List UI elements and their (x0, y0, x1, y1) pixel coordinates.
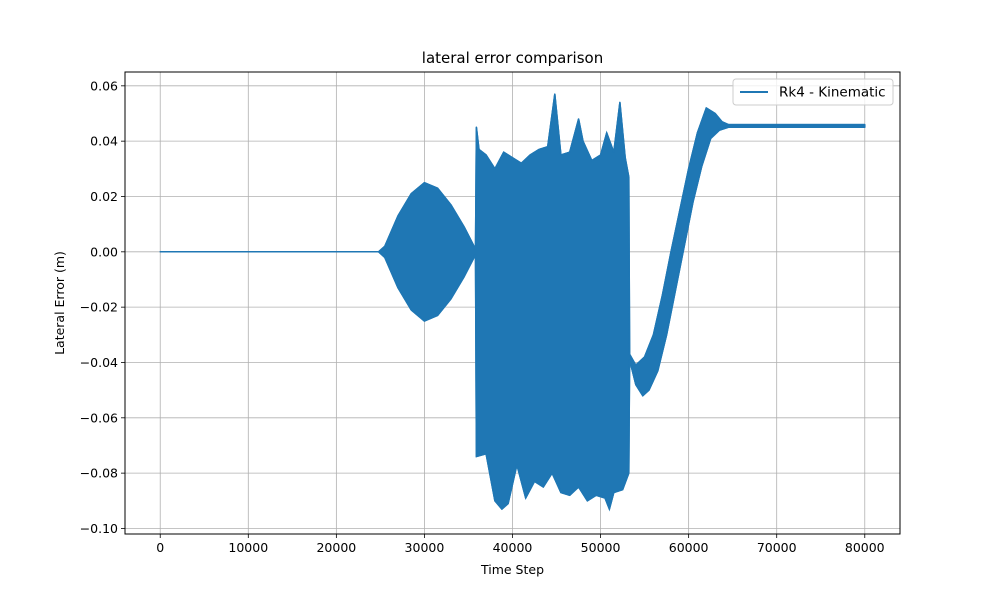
y-tick-label: −0.04 (80, 355, 118, 370)
axis-ticks: 0 10000 20000 30000 40000 50000 60000 70000 8000… (80, 78, 885, 555)
series-0-upper-line (160, 93, 865, 367)
y-tick-label: −0.02 (80, 300, 118, 315)
legend-box (732, 78, 894, 106)
x-tick-label: 50000 (581, 540, 621, 555)
legend-label: Rk4 - Kinematic (779, 85, 886, 101)
x-tick-label: 10000 (228, 540, 268, 555)
x-tick-label: 0 (156, 540, 164, 555)
chart-title: lateral error comparison (422, 49, 603, 67)
y-tick-label: −0.06 (80, 410, 118, 425)
x-tick-label: 80000 (845, 540, 885, 555)
y-tick-label: −0.08 (80, 466, 118, 481)
series-layer (159, 93, 866, 512)
x-axis-label: Time Step (480, 562, 544, 577)
x-tick-label: 30000 (405, 540, 445, 555)
x-tick-label: 60000 (669, 540, 709, 555)
y-tick-label: 0.00 (90, 244, 118, 259)
x-tick-label: 20000 (316, 540, 356, 555)
series-0-lower-line (160, 126, 865, 512)
y-tick-label: −0.10 (80, 521, 118, 536)
y-axis-label: Lateral Error (m) (52, 251, 67, 355)
x-tick-label: 70000 (757, 540, 797, 555)
x-tick-label: 40000 (493, 540, 533, 555)
y-tick-label: 0.06 (90, 78, 118, 93)
legend: Rk4 - Kinematic (732, 78, 894, 106)
y-tick-label: 0.04 (90, 134, 118, 149)
y-tick-label: 0.02 (90, 189, 118, 204)
